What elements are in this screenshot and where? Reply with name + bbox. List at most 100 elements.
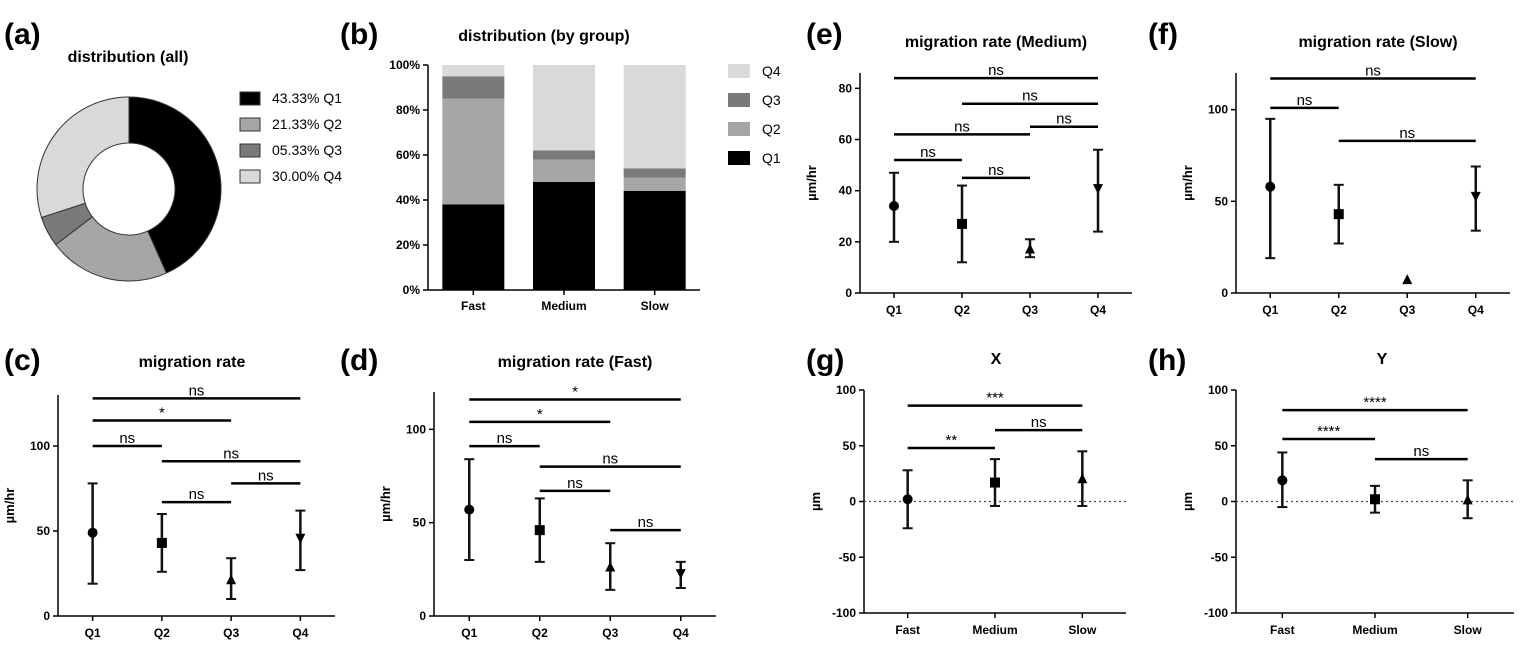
- y-tick-label-g: 50: [843, 439, 857, 453]
- donut-slice-q4: [36, 96, 130, 219]
- comparison-label-d: ns: [567, 475, 583, 492]
- plot-e: 0 20 40 60 80 µm/hr Q1 Q2 Q3 Q4 ns ns ns ns ns ns: [804, 62, 1132, 317]
- y-tick-label-h: -100: [1204, 606, 1228, 620]
- x-tick-label-d: Q3: [602, 626, 618, 640]
- legend-swatch-q3: [239, 143, 261, 158]
- data-point-f-q3: [1402, 274, 1413, 285]
- comparison-label-c: *: [159, 405, 165, 422]
- panel-label-b: (b): [340, 18, 378, 51]
- panel-title-d: migration rate (Fast): [498, 354, 653, 371]
- data-point-h-medium: [1370, 494, 1380, 505]
- y-axis-label-f: µm/hr: [1180, 165, 1195, 201]
- comparison-label-h: ****: [1317, 423, 1341, 440]
- y-tick-label-b: 80%: [396, 103, 420, 117]
- x-tick-label-c: Q1: [85, 626, 101, 640]
- data-point-f-q2: [1333, 209, 1344, 220]
- data-point-g-slow: [1077, 473, 1088, 484]
- x-tick-label-e: Q4: [1090, 303, 1106, 317]
- data-point-e-q3: [1025, 243, 1035, 254]
- data-point-c-q1: [87, 527, 98, 538]
- comparison-label-f: ns: [1399, 125, 1415, 142]
- y-tick-label-d: 0: [419, 609, 426, 623]
- y-tick-label-f: 100: [1208, 103, 1228, 117]
- data-point-c-q3: [226, 574, 237, 585]
- plot-f: 0 50 100 µm/hr Q1 Q2 Q3 Q4 ns ns ns: [1180, 63, 1510, 317]
- x-tick-label-d: Q1: [461, 626, 477, 640]
- legend-swatch-q1: [239, 91, 261, 106]
- plot-g: -100 -50 0 50 100 µm Fast Medium Slow *** ns **: [808, 383, 1126, 637]
- bar-medium-q3: [533, 150, 595, 160]
- x-tick-label-g: Medium: [972, 623, 1017, 637]
- x-tick-label-e: Q2: [954, 303, 970, 317]
- donut-slice-q1: [128, 96, 222, 274]
- legend-swatch-b-q1: [728, 151, 750, 165]
- x-tick-label-g: Fast: [895, 623, 920, 637]
- panel-title-a: distribution (all): [68, 49, 189, 66]
- data-point-d-q4: [675, 569, 686, 580]
- panel-label-d: (d): [340, 344, 378, 377]
- legend-label-q2: 21.33% Q2: [272, 116, 342, 132]
- bar-fast-q3: [442, 76, 505, 99]
- panel-title-h: Y: [1377, 351, 1388, 368]
- x-tick-label-h: Slow: [1454, 623, 1483, 637]
- comparison-label-d: ns: [602, 451, 618, 468]
- bar-medium-q2: [533, 159, 595, 182]
- legend-label-b-q1: Q1: [762, 150, 781, 166]
- data-point-g-medium: [990, 477, 1000, 488]
- data-point-e-q1: [889, 201, 899, 212]
- y-tick-label-h: 50: [1215, 439, 1229, 453]
- panel-label-a: (a): [4, 18, 41, 51]
- panel-label-h: (h): [1148, 344, 1186, 377]
- x-tick-label-h: Fast: [1270, 623, 1295, 637]
- comparison-label-d: ns: [638, 514, 654, 531]
- y-tick-label-g: 0: [849, 495, 856, 509]
- comparison-label-c: ns: [258, 467, 274, 484]
- comparison-label-e: ns: [988, 62, 1004, 79]
- comparison-label-c: ns: [189, 486, 205, 503]
- y-tick-label-b: 0%: [403, 283, 421, 297]
- data-point-e-q2: [957, 218, 967, 229]
- comparison-label-h: ****: [1363, 394, 1387, 411]
- x-tick-label-c: Q3: [223, 626, 239, 640]
- bar-fast-q2: [442, 98, 505, 205]
- y-tick-label-g: 100: [836, 383, 856, 397]
- y-tick-label-c: 50: [37, 524, 51, 538]
- plot-d: 0 50 100 µm/hr Q1 Q2 Q3 Q4 * * ns ns ns ns: [378, 383, 716, 640]
- x-tick-label-f: Q2: [1331, 303, 1347, 317]
- x-tick-label-b: Fast: [461, 299, 486, 313]
- x-tick-label-d: Q4: [673, 626, 689, 640]
- y-tick-label-e: 60: [839, 133, 853, 147]
- y-tick-label-h: 0: [1221, 495, 1228, 509]
- comparison-label-e: ns: [1022, 88, 1038, 105]
- panel-label-f: (f): [1148, 18, 1178, 51]
- x-tick-label-f: Q3: [1399, 303, 1415, 317]
- data-point-g-fast: [902, 494, 913, 505]
- panel-label-c: (c): [4, 344, 41, 377]
- legend-swatch-b-q4: [728, 64, 750, 78]
- x-tick-label-d: Q2: [532, 626, 548, 640]
- bar-slow-q1: [623, 191, 686, 290]
- y-tick-label-b: 40%: [396, 193, 420, 207]
- y-tick-label-f: 50: [1215, 194, 1229, 208]
- comparison-label-d: ns: [497, 430, 513, 447]
- data-point-h-slow: [1462, 494, 1473, 505]
- panel-title-g: X: [991, 351, 1002, 368]
- panel-title-c: migration rate: [139, 354, 246, 371]
- comparison-label-f: ns: [1365, 63, 1381, 80]
- y-tick-label-e: 20: [839, 235, 853, 249]
- bar-fast-q4: [442, 65, 505, 77]
- legend-label-b-q2: Q2: [762, 121, 781, 137]
- y-tick-label-c: 100: [30, 439, 50, 453]
- legend-swatch-q4: [239, 169, 261, 184]
- y-tick-label-d: 50: [413, 516, 427, 530]
- y-tick-label-b: 60%: [396, 148, 420, 162]
- x-tick-label-g: Slow: [1068, 623, 1097, 637]
- x-tick-label-h: Medium: [1352, 623, 1397, 637]
- comparison-label-c: ns: [189, 382, 205, 399]
- x-tick-label-f: Q4: [1468, 303, 1484, 317]
- data-point-e-q4: [1093, 184, 1103, 195]
- bar-medium-q4: [533, 65, 595, 151]
- bar-medium-q1: [533, 182, 595, 290]
- legend-label-q3: 05.33% Q3: [272, 142, 342, 158]
- x-tick-label-e: Q1: [886, 303, 902, 317]
